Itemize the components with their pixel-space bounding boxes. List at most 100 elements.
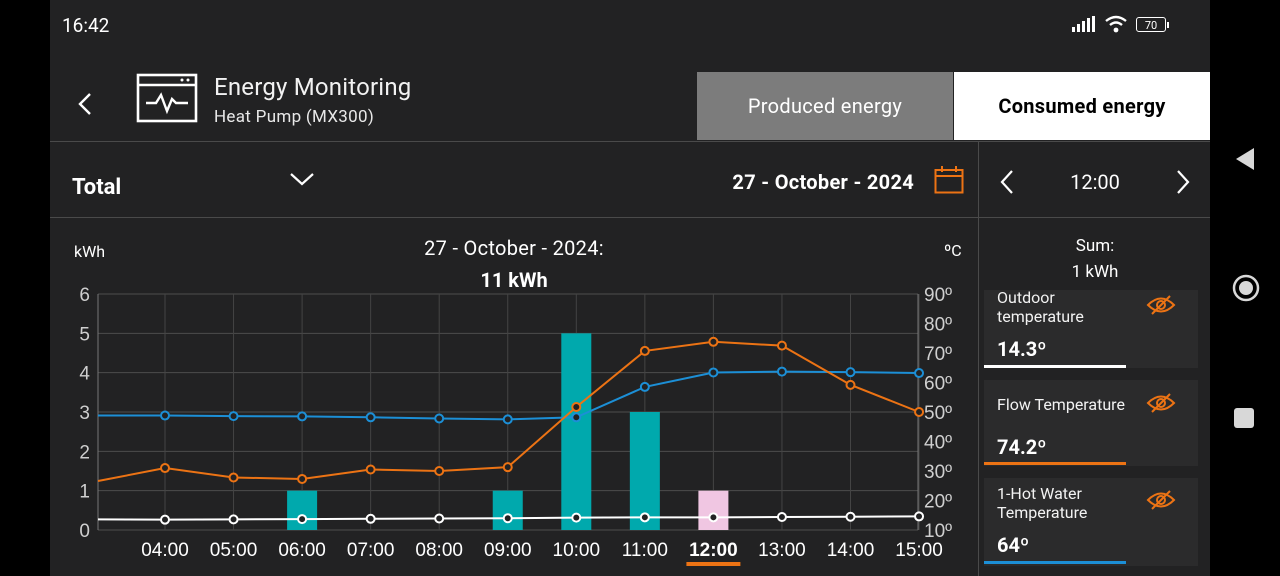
legend-card-value: 14.3º [997, 337, 1047, 361]
x-tick-label: 07:00 [347, 540, 395, 561]
series-point-flow [297, 473, 308, 484]
status-bar: 16:42 70 [50, 0, 1210, 50]
series-point-flow [571, 401, 582, 412]
y-tick-label: 4 [79, 364, 90, 385]
series-point-outdoor [571, 512, 582, 523]
tab-produced-energy[interactable]: Produced energy [697, 72, 953, 140]
filter-select[interactable]: Total [72, 175, 122, 200]
legend-card-color-bar [984, 365, 1126, 368]
date-label: 27 - October - 2024 [732, 170, 914, 194]
series-point-outdoor [160, 514, 170, 525]
series-point-outdoor [365, 513, 376, 524]
divider [50, 217, 1210, 218]
series-line-flow [97, 340, 920, 483]
back-chevron-icon[interactable] [72, 84, 100, 124]
series-point-water [365, 412, 376, 423]
series-point-flow [365, 464, 376, 475]
status-icons: 70 [1072, 15, 1169, 33]
series-point-flow [776, 340, 787, 351]
x-tick-label: 15:00 [895, 540, 943, 561]
bar-selected [698, 490, 729, 530]
signal-icon [1072, 16, 1095, 32]
series-point-outdoor [434, 513, 445, 524]
nav-recents-icon[interactable] [1232, 406, 1256, 430]
bar [492, 490, 523, 530]
y2-tick-label: 10º [924, 521, 952, 542]
y-tick-label: 5 [79, 324, 90, 345]
series-point-water [914, 368, 925, 379]
divider [50, 141, 1210, 142]
series-point-water [776, 366, 787, 377]
right-axis-unit: ºC [944, 241, 962, 260]
eye-off-icon[interactable] [1146, 294, 1176, 316]
bar [561, 333, 592, 530]
y2-tick-label: 70º [924, 344, 952, 365]
selected-time-underline [686, 562, 741, 566]
time-prev-chevron-icon[interactable] [998, 168, 1016, 196]
nav-home-icon[interactable] [1232, 274, 1260, 302]
calendar-icon[interactable] [934, 166, 964, 194]
time-value: 12:00 [1070, 170, 1120, 194]
x-tick-label: 10:00 [553, 540, 601, 561]
battery-icon: 70 [1136, 16, 1169, 32]
legend-card-flow[interactable]: Flow Temperature 74.2º [984, 380, 1198, 466]
summary-label: Sum: [1075, 236, 1115, 256]
tab-consumed-energy[interactable]: Consumed energy [954, 72, 1210, 140]
y-tick-label: 1 [79, 482, 90, 503]
series-point-water [297, 411, 308, 422]
x-tick-label: 09:00 [484, 540, 532, 561]
legend-card-label: 1-Hot Water Temperature [997, 484, 1088, 522]
y2-tick-label: 40º [924, 433, 952, 454]
x-tick-label: 12:00 [689, 540, 738, 561]
series-point-water [160, 410, 170, 421]
series-point-flow [434, 466, 445, 476]
x-tick-label: 05:00 [210, 540, 258, 561]
nav-back-icon[interactable] [1232, 146, 1258, 172]
series-point-flow [160, 463, 170, 474]
summary-value: 1 kWh [1071, 262, 1119, 282]
series-point-outdoor [776, 512, 787, 523]
legend-card-label: Flow Temperature [997, 395, 1125, 414]
y2-tick-label: 80º [924, 315, 952, 336]
page-title: Energy Monitoring [214, 73, 412, 101]
legend-card-value: 74.2º [997, 435, 1047, 459]
time-next-chevron-icon[interactable] [1174, 168, 1192, 196]
energy-chart[interactable]: 0 1 2 3 4 5 6 10º 20º 30º 40º 50º 60º 70º 80º 90º 04:00 0… [50, 280, 978, 576]
app-window: 16:42 70 Energy Monitoring Heat [50, 0, 1210, 576]
bar [287, 490, 318, 530]
status-time: 16:42 [62, 14, 110, 37]
series-point-flow [914, 407, 925, 417]
legend-card-value: 64º [997, 533, 1030, 557]
x-tick-label: 04:00 [141, 540, 189, 561]
series-point-water [639, 381, 650, 392]
chart-title: 27 - October - 2024: [424, 236, 604, 260]
series-point-flow [639, 345, 650, 356]
y-tick-label: 0 [79, 521, 90, 542]
eye-off-icon[interactable] [1146, 392, 1176, 414]
series-point-flow [228, 472, 239, 483]
eye-off-icon[interactable] [1146, 489, 1176, 511]
y2-tick-label: 60º [924, 374, 952, 395]
series-point-flow [708, 336, 719, 347]
chevron-down-icon[interactable] [288, 168, 316, 190]
series-point-outdoor [502, 513, 513, 524]
legend-card-hot-water[interactable]: 1-Hot Water Temperature 64º [984, 478, 1198, 566]
left-axis-unit: kWh [74, 242, 106, 261]
legend-card-outdoor[interactable]: Outdoor temperature 14.3º [984, 288, 1198, 368]
x-tick-label: 13:00 [758, 540, 806, 561]
bar [629, 412, 660, 530]
series-point-outdoor [639, 512, 650, 523]
x-tick-label: 08:00 [415, 540, 463, 561]
y-tick-label: 2 [79, 442, 90, 463]
series-point-water [434, 413, 445, 424]
monitor-icon [136, 73, 198, 123]
chart-total: 11 kWh [480, 268, 548, 292]
page-subtitle: Heat Pump (MX300) [214, 107, 375, 127]
series-point-outdoor [914, 511, 925, 522]
series-point-outdoor [845, 511, 856, 522]
x-tick-label: 11:00 [622, 540, 668, 561]
page-header: Energy Monitoring Heat Pump (MX300) Prod… [50, 72, 1210, 142]
series-point-flow [845, 379, 856, 390]
y2-tick-label: 20º [924, 492, 952, 513]
y2-tick-label: 90º [924, 285, 952, 306]
